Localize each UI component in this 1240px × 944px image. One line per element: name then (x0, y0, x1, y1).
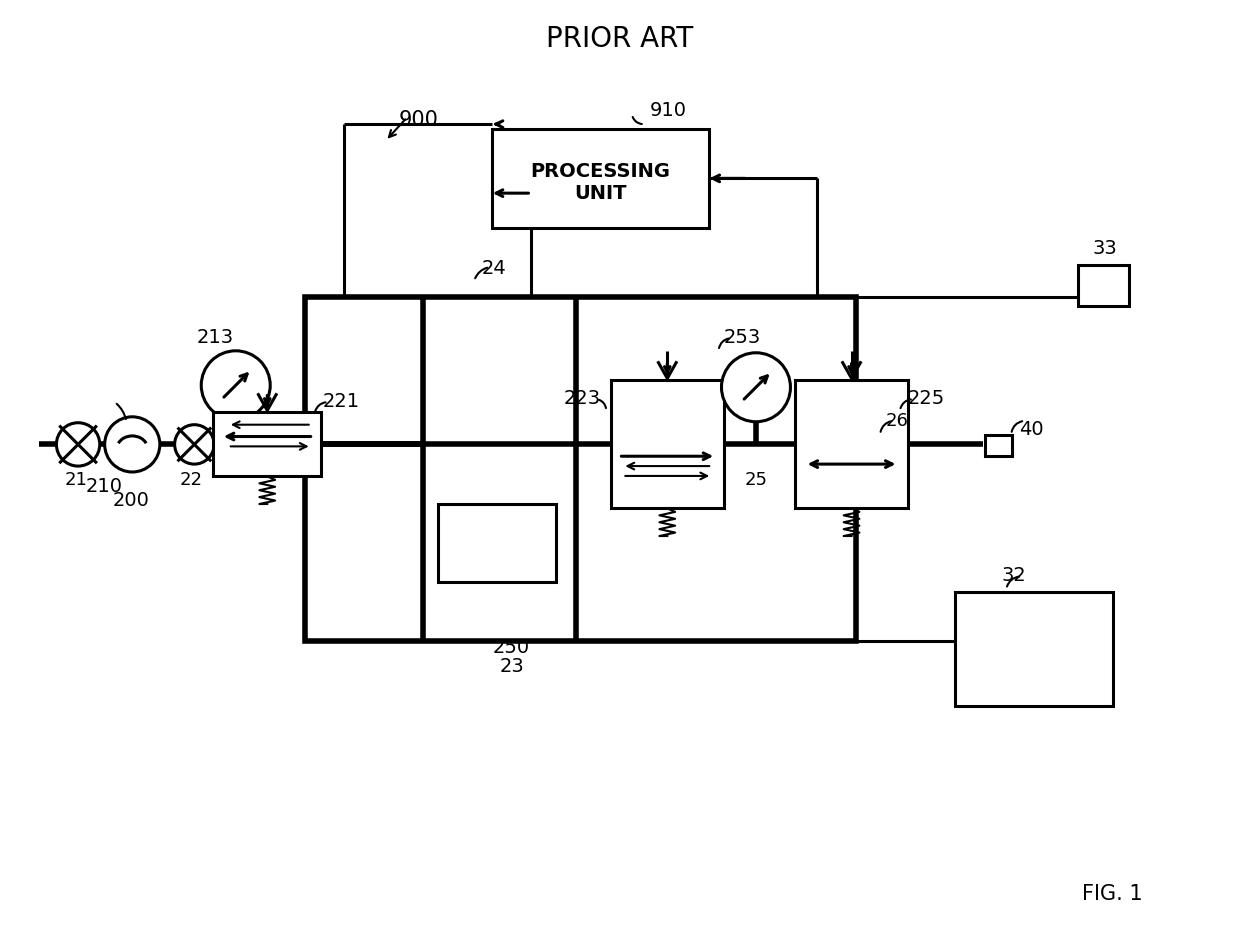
Bar (213, 413, 321, 477)
Text: 26: 26 (887, 412, 909, 430)
Text: 32: 32 (1002, 565, 1027, 584)
Text: 223: 223 (563, 389, 600, 408)
Text: 900: 900 (398, 110, 438, 130)
Bar (492, 130, 709, 228)
Text: 253: 253 (723, 328, 760, 346)
Text: 250: 250 (494, 637, 531, 656)
Bar (305, 297, 857, 642)
Text: 910: 910 (650, 101, 687, 120)
Text: 225: 225 (908, 389, 945, 408)
Text: UNIT: UNIT (574, 183, 626, 202)
Text: 40: 40 (1019, 420, 1044, 439)
Bar (1078, 266, 1130, 307)
Text: 213: 213 (196, 328, 233, 346)
Bar (438, 504, 556, 582)
Text: 22: 22 (180, 470, 203, 488)
Text: 210: 210 (86, 477, 123, 496)
Text: 21: 21 (64, 470, 88, 488)
Circle shape (56, 423, 99, 466)
Text: 221: 221 (322, 392, 360, 411)
Bar (985, 435, 1012, 457)
Bar (955, 593, 1112, 706)
Text: PROCESSING: PROCESSING (531, 161, 671, 181)
Text: 33: 33 (1092, 239, 1117, 258)
Circle shape (201, 351, 270, 420)
Circle shape (104, 417, 160, 473)
Bar (795, 381, 908, 509)
Circle shape (175, 425, 215, 464)
Text: 25: 25 (744, 470, 768, 488)
Text: 200: 200 (113, 490, 150, 509)
Text: 23: 23 (500, 656, 525, 676)
Circle shape (722, 353, 790, 422)
Text: PRIOR ART: PRIOR ART (547, 25, 693, 54)
Text: FIG. 1: FIG. 1 (1081, 883, 1142, 902)
Text: 24: 24 (482, 259, 507, 278)
Bar (610, 381, 724, 509)
